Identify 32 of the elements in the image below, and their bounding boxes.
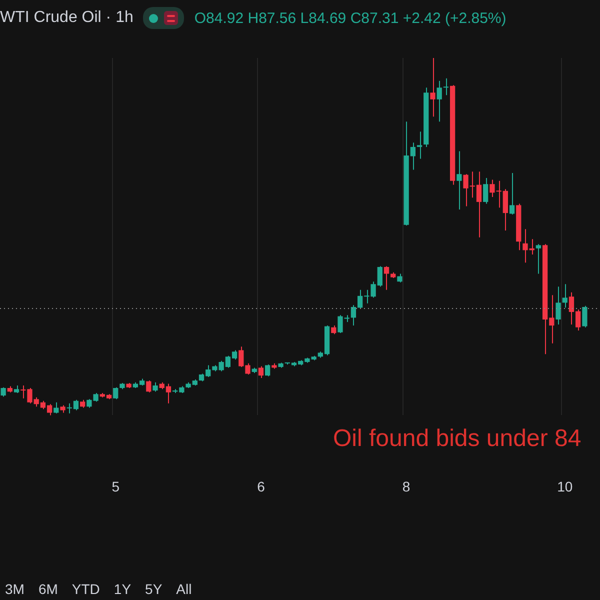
candlestick [152, 382, 158, 392]
candlestick [562, 284, 568, 308]
candlestick [456, 150, 462, 210]
text: YTD [72, 581, 100, 597]
candlestick [146, 380, 152, 393]
candlestick [582, 305, 588, 328]
candlestick [443, 78, 449, 96]
candlestick [258, 366, 264, 379]
text: All [176, 581, 192, 597]
candlestick [264, 364, 270, 377]
x-tick-label: 10 [557, 478, 573, 494]
text: Oil found bids under 84 [333, 424, 582, 454]
candlestick [0, 386, 6, 398]
chart-title: WTI Crude Oil · 1h [0, 9, 134, 27]
x-tick-label: 6 [257, 478, 266, 494]
candlestick [536, 244, 542, 274]
chart-subtitle: O84.92 H87.56 L84.69 C87.31 +2.42 (+2.85%) [194, 10, 506, 26]
candlestick [54, 402, 59, 414]
text: 1Y [114, 581, 132, 597]
candlestick [416, 131, 422, 160]
text: 3M [5, 581, 24, 597]
x-tick-label: 8 [402, 478, 410, 494]
candlestick [483, 178, 488, 204]
candlestick [509, 172, 515, 215]
text: 6M [38, 581, 58, 597]
candlestick [430, 58, 436, 118]
candlestick [436, 80, 442, 122]
candlestick [113, 386, 118, 400]
candlestick [556, 286, 561, 325]
text: 5Y [145, 581, 162, 597]
x-tick-label: 5 [112, 478, 120, 494]
candlestick [384, 266, 390, 290]
